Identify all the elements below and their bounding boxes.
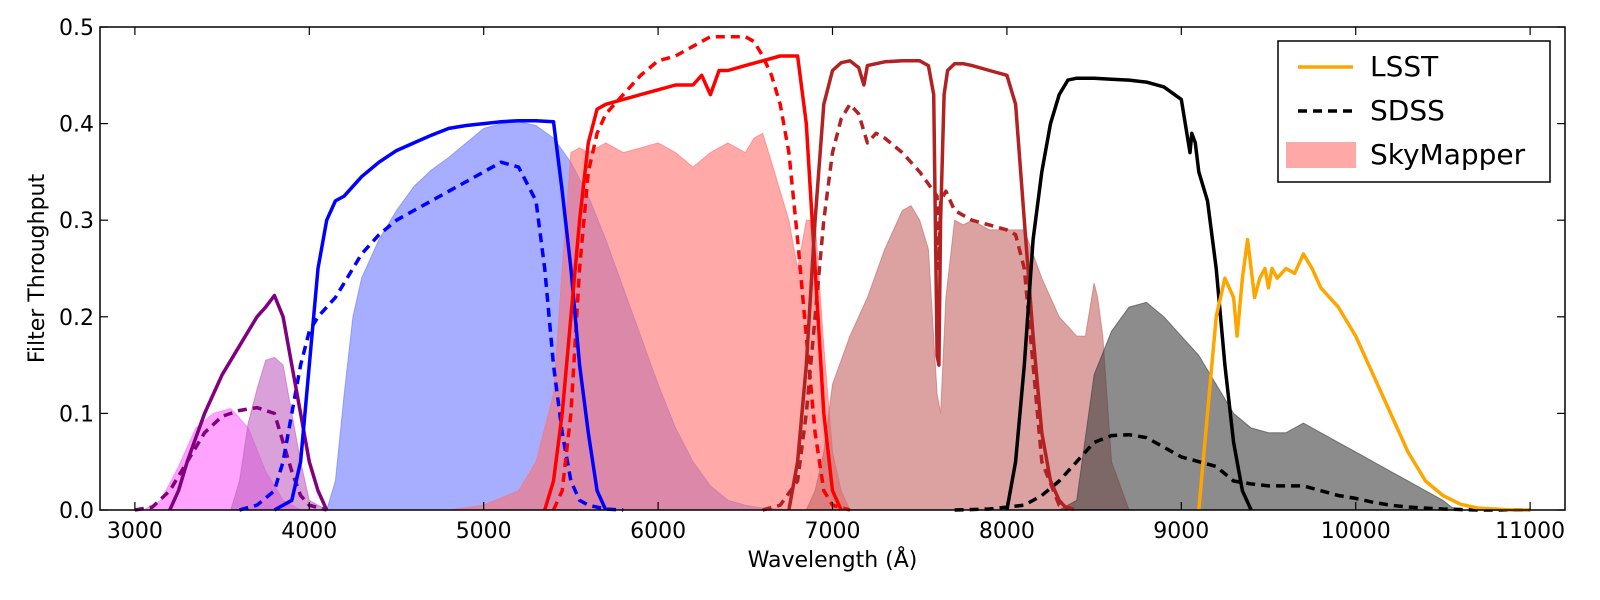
series-layer	[134, 34, 1531, 512]
x-tick-label: 3000	[107, 519, 163, 544]
series-line-sdss-r	[551, 34, 851, 512]
legend-label-skymapper: SkyMapper	[1370, 138, 1526, 171]
x-tick-label: 5000	[456, 519, 512, 544]
x-tick-label: 8000	[979, 519, 1035, 544]
series-area-skymapper-i	[805, 205, 1130, 511]
series-line-sdss-z	[954, 432, 1531, 512]
series-line-lsst-y	[1197, 237, 1531, 512]
legend-swatch-skymapper	[1286, 142, 1356, 168]
x-tick-label: 10000	[1321, 519, 1391, 544]
y-tick-label: 0.4	[59, 113, 94, 138]
legend-label-lsst: LSST	[1370, 50, 1439, 83]
series-line-lsst-u	[168, 293, 329, 511]
y-tick-label: 0.3	[59, 209, 94, 234]
x-tick-label: 9000	[1153, 519, 1209, 544]
series-line-sdss-i	[762, 102, 1078, 512]
series-area-skymapper-z	[1057, 301, 1461, 511]
ticks-layer: 3000 4000 5000 6000 7000 8000 9000 10000 11000 0.…	[59, 16, 1565, 544]
y-axis-label: Filter Throughput	[25, 174, 50, 364]
y-tick-label: 0.1	[59, 402, 94, 427]
series-line-lsst-g	[273, 118, 608, 512]
y-tick-label: 0.0	[59, 499, 94, 524]
x-tick-label: 11000	[1495, 519, 1565, 544]
x-tick-label: 6000	[630, 519, 686, 544]
y-tick-label: 0.2	[59, 306, 94, 331]
y-tick-label: 0.5	[59, 16, 94, 41]
series-line-lsst-r	[543, 54, 843, 511]
series-area-skymapper-v	[230, 356, 329, 511]
legend: LSST SDSS SkyMapper	[1277, 40, 1551, 183]
x-tick-label: 7000	[805, 519, 861, 544]
series-line-sdss-g	[239, 160, 624, 512]
legend-label-sdss: SDSS	[1370, 94, 1445, 127]
series-line-lsst-i	[787, 59, 1070, 512]
series-line-sdss-u	[134, 405, 328, 512]
x-axis-label: Wavelength (Å)	[748, 546, 918, 573]
x-tick-label: 4000	[281, 519, 337, 544]
series-line-lsst-z	[1005, 76, 1253, 511]
